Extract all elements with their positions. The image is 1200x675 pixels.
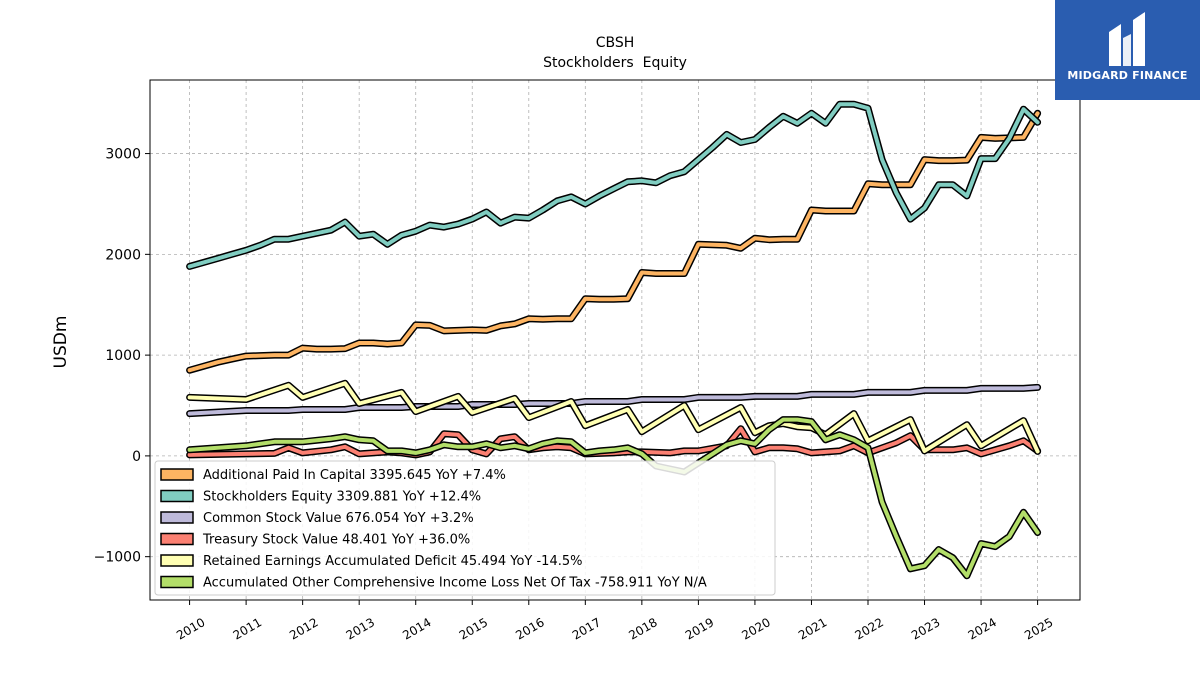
chart-subtitle: Stockholders Equity [543, 55, 687, 71]
x-tick-label: 2025 [1022, 615, 1055, 642]
legend-swatch [160, 489, 194, 503]
y-tick-label: 2000 [105, 247, 141, 263]
logo-mark-icon [1109, 12, 1145, 66]
chart-title: CBSH [596, 35, 635, 51]
x-tick-label: 2021 [796, 615, 829, 642]
legend: Additional Paid In Capital 3395.645 YoY … [154, 460, 776, 596]
x-tick-label: 2018 [626, 615, 659, 642]
legend-entry: Stockholders Equity 3309.881 YoY +12.4% [203, 490, 481, 505]
x-tick-label: 2014 [400, 615, 433, 642]
legend-entry: Accumulated Other Comprehensive Income L… [203, 576, 707, 591]
series-line [187, 111, 1040, 373]
legend-swatch [160, 511, 194, 524]
logo: MIDGARD FINANCE [1055, 0, 1200, 100]
x-tick-label: 2019 [683, 615, 716, 642]
y-tick-label: 1000 [105, 348, 141, 364]
y-axis-label: USDm [51, 316, 71, 369]
x-axis: 2010 2011 2012 2013 2014 2015 2016 2017 2018 2019… [174, 600, 1056, 643]
x-tick-label: 2020 [739, 615, 772, 642]
x-tick-label: 2011 [231, 615, 264, 642]
x-tick-label: 2023 [909, 615, 942, 642]
x-tick-label: 2015 [457, 615, 490, 642]
legend-entry: Common Stock Value 676.054 YoY +3.2% [203, 511, 474, 526]
y-tick-label: −1000 [94, 550, 141, 566]
series-outline [186, 109, 1042, 374]
x-tick-label: 2024 [966, 615, 999, 642]
legend-entry: Retained Earnings Accumulated Deficit 45… [203, 554, 582, 569]
legend-entry: Additional Paid In Capital 3395.645 YoY … [203, 468, 506, 483]
plot-frame [149, 79, 1081, 601]
legend-swatch [160, 532, 194, 546]
series-line [187, 385, 1040, 416]
legend-swatch [160, 554, 194, 567]
y-tick-label: 0 [132, 449, 141, 465]
y-tick-label: 3000 [105, 147, 141, 163]
x-tick-label: 2017 [570, 615, 603, 642]
logo-text: MIDGARD FINANCE [1067, 69, 1188, 82]
series-line [187, 381, 1040, 454]
legend-swatch [160, 575, 194, 589]
x-tick-label: 2010 [174, 615, 207, 642]
legend-box [154, 460, 776, 596]
x-tick-label: 2013 [344, 615, 377, 642]
x-tick-label: 2022 [852, 615, 885, 642]
y-axis: −1000 0 1000 2000 3000 [94, 147, 150, 566]
x-tick-label: 2012 [287, 615, 320, 642]
series-line [187, 102, 1040, 269]
series-lines [186, 100, 1042, 580]
legend-entry: Treasury Stock Value 48.401 YoY +36.0% [202, 533, 470, 548]
x-tick-label: 2016 [513, 615, 546, 642]
legend-swatch [160, 468, 194, 481]
